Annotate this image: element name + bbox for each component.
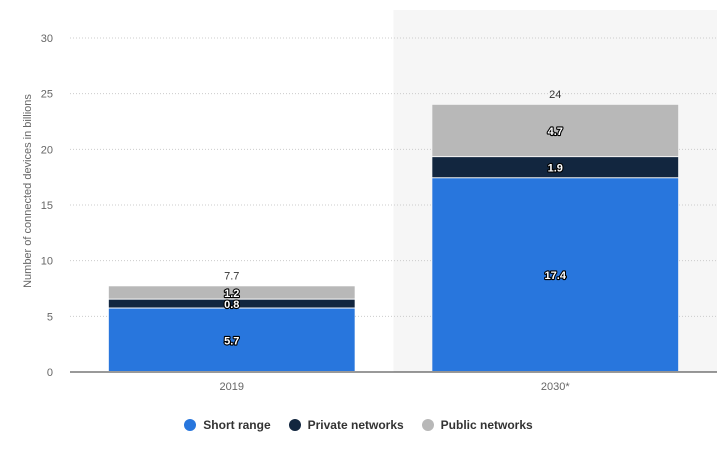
legend-item-private-networks[interactable]: Private networks bbox=[288, 418, 404, 432]
data-label-public-networks-2030: 4.7 bbox=[548, 126, 563, 138]
legend-item-public-networks[interactable]: Public networks bbox=[421, 418, 533, 432]
legend-label-short-range: Short range bbox=[203, 418, 271, 432]
x-tick-label-2019: 2019 bbox=[220, 381, 244, 393]
legend: Short range Private networks Public netw… bbox=[0, 418, 717, 432]
data-label-short-range-2019: 5.7 bbox=[224, 335, 239, 347]
y-tick-label: 20 bbox=[41, 144, 53, 156]
y-axis-label: Number of connected devices in billions bbox=[22, 94, 34, 288]
legend-item-short-range[interactable]: Short range bbox=[184, 418, 271, 432]
bars: 5.7 0.81.2 7.7 17.4 1.9 4.7 24 bbox=[108, 89, 679, 371]
total-label-2030: 24 bbox=[549, 89, 561, 101]
x-axis-ticks: 2019 2030* bbox=[220, 381, 571, 393]
legend-label-public-networks: Public networks bbox=[440, 418, 533, 432]
data-label-private-networks-2019: 0.8 bbox=[224, 299, 239, 311]
bar-public-networks-2019[interactable] bbox=[108, 286, 355, 299]
y-tick-label: 30 bbox=[41, 33, 53, 45]
bar-private-networks-2019[interactable] bbox=[108, 299, 355, 308]
y-tick-label: 0 bbox=[47, 367, 53, 379]
legend-marker-public-networks bbox=[421, 419, 434, 431]
y-tick-label: 5 bbox=[47, 311, 53, 323]
bar-short-range-2019[interactable] bbox=[108, 308, 355, 371]
legend-marker-short-range bbox=[184, 419, 197, 431]
bar-private-networks-2030[interactable] bbox=[432, 157, 679, 178]
data-label-private-networks-2030: 1.9 bbox=[548, 163, 563, 175]
y-axis-ticks: 0 5 10 15 20 25 30 bbox=[41, 33, 53, 379]
y-tick-label: 25 bbox=[41, 89, 53, 101]
legend-marker-private-networks bbox=[288, 419, 301, 431]
y-tick-label: 15 bbox=[41, 200, 53, 212]
y-tick-label: 10 bbox=[41, 256, 53, 268]
x-tick-label-2030: 2030* bbox=[541, 381, 570, 393]
bar-public-networks-2030[interactable] bbox=[432, 104, 679, 157]
data-label-short-range-2030: 17.4 bbox=[545, 270, 567, 282]
total-label-2019: 7.7 bbox=[224, 270, 239, 282]
stacked-bar-chart: 0 5 10 15 20 25 30 Number of connected devices… bbox=[22, 33, 717, 393]
bar-short-range-2030[interactable] bbox=[432, 178, 679, 371]
data-label-public-networks-2019: 1.2 bbox=[224, 288, 239, 300]
legend-label-private-networks: Private networks bbox=[307, 418, 404, 432]
